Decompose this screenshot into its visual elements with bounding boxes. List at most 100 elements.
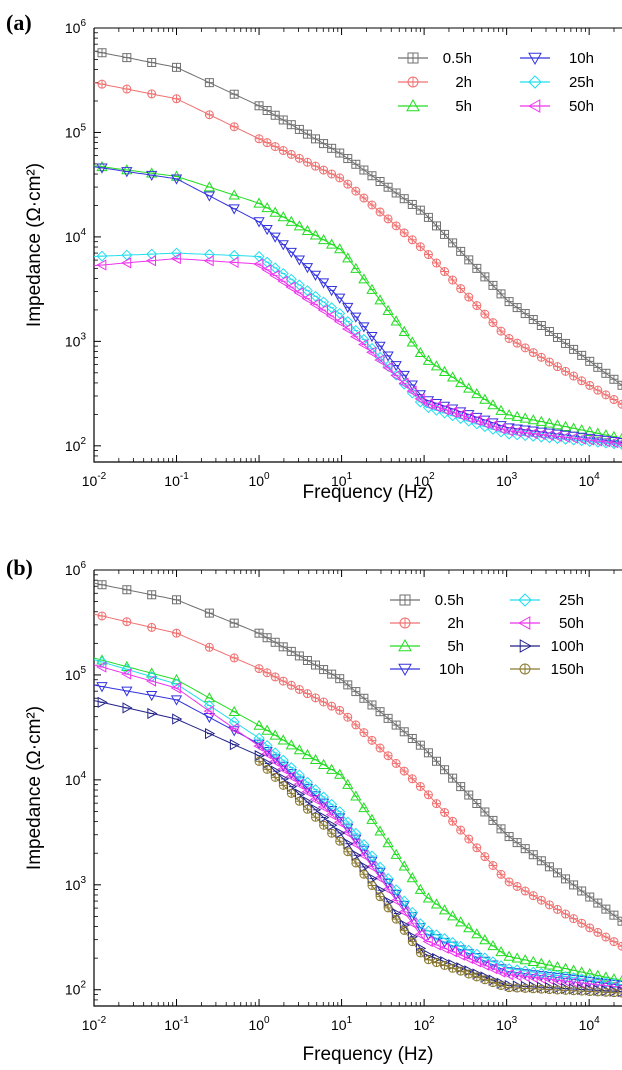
data-marker-cross (343, 180, 352, 189)
data-marker-cross (488, 861, 497, 870)
data-marker (456, 825, 466, 835)
data-marker (480, 852, 490, 862)
data-marker (415, 948, 425, 958)
data-marker-cross (480, 807, 489, 816)
data-marker-cross (577, 919, 586, 928)
data-marker (317, 304, 328, 316)
data-marker-cross (311, 162, 320, 171)
data-marker-cross (408, 200, 417, 209)
data-marker (440, 765, 450, 775)
data-marker-cross (448, 276, 457, 285)
data-marker (440, 960, 450, 970)
data-marker (351, 720, 361, 730)
data-marker-cross (172, 629, 181, 638)
data-marker-cross (440, 230, 449, 239)
data-marker-cross (172, 63, 181, 72)
data-marker (504, 333, 514, 343)
data-marker (262, 633, 272, 643)
legend-label: 5h (455, 98, 472, 115)
data-marker (317, 801, 328, 813)
data-marker (122, 617, 132, 627)
data-marker-cross (440, 808, 449, 817)
x-tick-label: 104 (579, 1015, 601, 1033)
legend-item-50h: 50h (520, 98, 594, 115)
data-marker (528, 315, 538, 325)
y-tick-label: 103 (65, 331, 87, 349)
data-marker-cross (408, 937, 417, 946)
data-marker-cross (424, 213, 433, 222)
data-marker (601, 368, 611, 378)
x-tick-label: 10-1 (164, 471, 189, 489)
data-marker (407, 774, 417, 784)
data-marker-cross (464, 791, 473, 800)
data-marker-cross (424, 955, 433, 964)
axis-frame (93, 28, 622, 463)
data-marker (335, 836, 345, 846)
data-marker-cross (400, 926, 409, 935)
data-marker-cross (147, 58, 156, 67)
data-marker (286, 149, 296, 159)
data-marker (438, 942, 449, 954)
legend-marker-cross (408, 53, 418, 63)
data-marker (543, 429, 554, 442)
legend-item-10h: 10h (390, 661, 464, 678)
data-marker (204, 78, 214, 88)
data-marker (294, 153, 304, 163)
data-marker-cross (351, 687, 360, 696)
data-marker (398, 377, 409, 389)
data-marker-cross (327, 169, 336, 178)
legend-item-2h: 2h (398, 74, 472, 91)
data-marker (335, 173, 345, 183)
data-marker-cross (513, 838, 522, 847)
legend-item-10h: 10h (520, 50, 594, 67)
data-marker (438, 403, 449, 416)
data-marker-cross (448, 964, 457, 973)
data-marker (96, 250, 108, 262)
data-marker (359, 193, 369, 203)
data-marker (262, 668, 272, 678)
data-marker (318, 791, 330, 803)
data-marker-cross (505, 983, 514, 992)
data-marker-cross (618, 400, 622, 409)
y-tick-label: 104 (65, 770, 87, 788)
data-marker-cross (593, 928, 602, 937)
data-marker (341, 827, 353, 839)
data-marker (495, 966, 506, 978)
data-marker-cross (392, 221, 401, 230)
data-marker (390, 884, 402, 896)
data-marker-cross (287, 681, 296, 690)
data-marker-cross (497, 289, 506, 298)
data-marker (528, 348, 538, 358)
data-marker-cross (472, 301, 481, 310)
data-marker (601, 390, 611, 400)
data-marker (561, 874, 571, 884)
legend-item-0.5h: 0.5h (398, 50, 472, 67)
data-marker (351, 159, 361, 169)
data-marker-cross (392, 915, 401, 924)
data-marker (319, 665, 329, 675)
data-marker (583, 978, 595, 990)
data-marker (358, 849, 369, 861)
data-marker-cross (618, 917, 622, 926)
data-marker (569, 371, 579, 381)
data-marker (277, 754, 289, 766)
data-marker (585, 923, 595, 933)
data-marker-cross (609, 395, 618, 404)
data-marker-cross (569, 914, 578, 923)
series-line (94, 657, 622, 982)
data-marker (366, 346, 377, 358)
data-marker (496, 869, 506, 879)
data-marker (358, 839, 370, 851)
data-marker (277, 763, 288, 775)
data-marker-cross (335, 706, 344, 715)
data-marker-cross (424, 250, 433, 259)
data-marker (496, 824, 506, 834)
x-axis-title: Frequency (Hz) (303, 482, 434, 503)
data-marker (617, 380, 622, 390)
data-marker (147, 622, 157, 632)
data-marker (383, 903, 393, 913)
data-marker (488, 860, 498, 870)
legend-marker (528, 75, 542, 89)
data-marker-cross (271, 773, 280, 782)
data-marker (617, 399, 622, 409)
